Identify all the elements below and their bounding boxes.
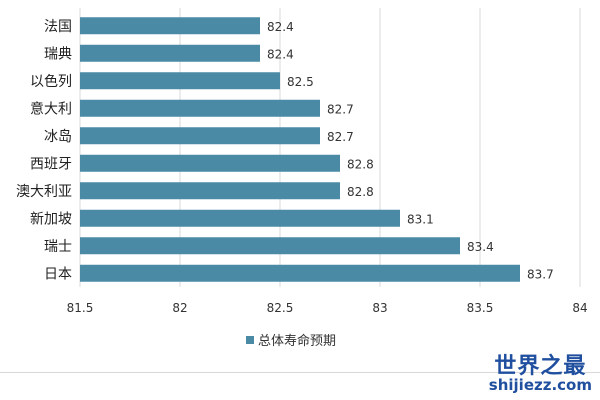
data-label-6: 82.8 (347, 185, 374, 199)
data-label-4: 82.7 (327, 130, 354, 144)
x-tick-label-0: 81.5 (67, 301, 94, 315)
watermark-logo: 世界之最 shijiezz.com (489, 355, 592, 394)
category-label-0: 法国 (44, 19, 72, 35)
divider (0, 372, 600, 373)
category-label-2: 以色列 (30, 73, 72, 90)
bar-2 (80, 72, 280, 90)
category-label-5: 西班牙 (30, 156, 72, 172)
data-label-8: 83.4 (467, 240, 494, 254)
category-label-7: 新加坡 (30, 211, 72, 227)
category-label-6: 澳大利亚 (16, 184, 72, 200)
x-tick-label-1: 82 (172, 301, 187, 315)
data-label-1: 82.4 (267, 47, 294, 61)
data-label-0: 82.4 (267, 20, 294, 34)
bar-9 (80, 264, 520, 282)
x-tick-label-4: 83.5 (467, 301, 494, 315)
category-label-4: 冰岛 (44, 129, 72, 145)
bar-8 (80, 237, 460, 255)
category-label-3: 意大利 (30, 100, 72, 117)
data-labels: 82.4 82.4 82.5 82.7 82.7 82.8 82.8 83.1 83.4 83.7 (267, 20, 554, 282)
watermark-name: 世界之最 (494, 354, 587, 380)
bar-6 (80, 182, 340, 200)
legend-label: 总体寿命预期 (258, 333, 336, 349)
bar-5 (80, 154, 340, 172)
bar-0 (80, 17, 260, 35)
x-tick-label-5: 84 (572, 301, 587, 315)
category-label-9: 日本 (44, 266, 72, 282)
category-label-1: 瑞典 (44, 46, 72, 62)
watermark-url: shijiezz.com (488, 376, 592, 395)
legend-swatch (246, 336, 254, 344)
legend: 总体寿命预期 (246, 333, 336, 349)
bar-3 (80, 99, 320, 117)
x-tick-label-3: 83 (372, 301, 387, 315)
x-tick-label-2: 82.5 (267, 301, 294, 315)
category-label-8: 瑞士 (44, 239, 72, 255)
bar-4 (80, 127, 320, 145)
data-label-7: 83.1 (407, 212, 434, 226)
data-label-9: 83.7 (527, 267, 554, 281)
data-label-3: 82.7 (327, 102, 354, 116)
bars (80, 17, 520, 282)
data-label-5: 82.8 (347, 157, 374, 171)
bar-1 (80, 44, 260, 62)
x-tick-labels: 81.5 82 82.5 83 83.5 84 (67, 301, 588, 315)
data-label-2: 82.5 (287, 75, 314, 89)
bar-7 (80, 209, 400, 227)
